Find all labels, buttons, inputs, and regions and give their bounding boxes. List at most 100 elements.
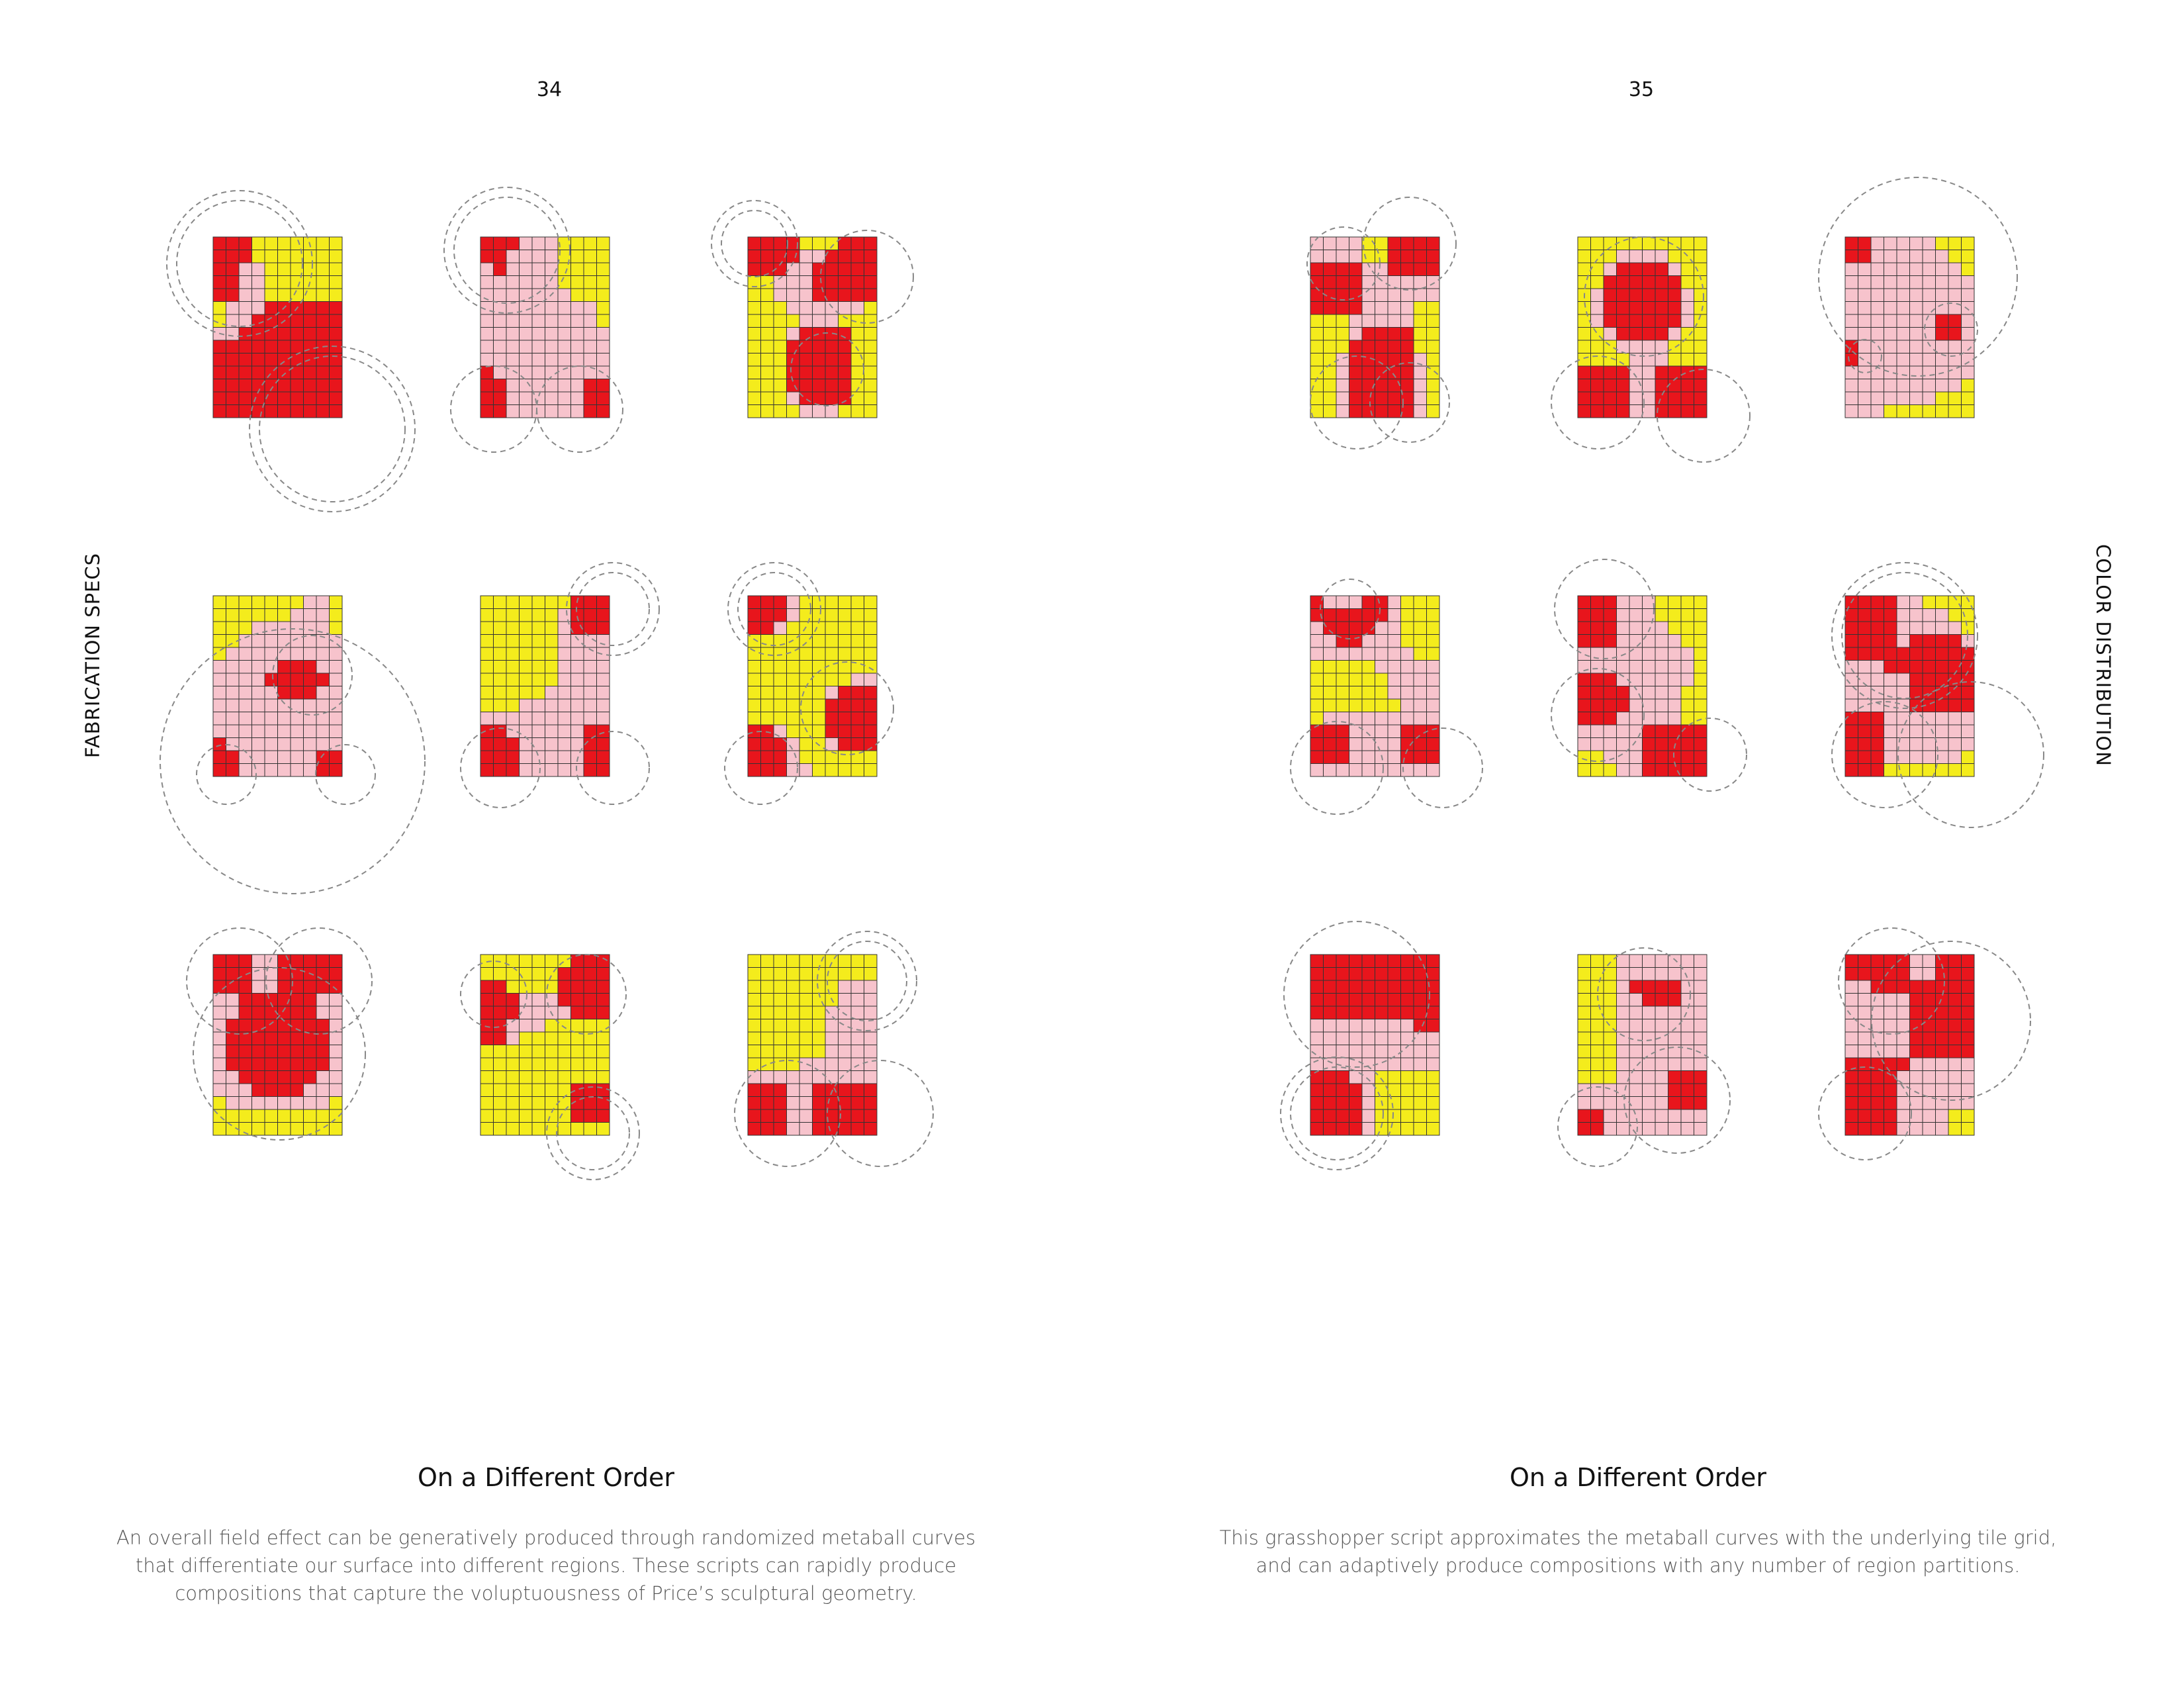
- metaball-curve: [196, 744, 257, 805]
- tile: [799, 647, 813, 661]
- tile: [545, 686, 559, 700]
- tile: [212, 595, 226, 609]
- tile: [1694, 1070, 1707, 1084]
- tile: [1323, 595, 1337, 609]
- tile: [1844, 1109, 1858, 1123]
- tile: [493, 288, 507, 302]
- tile: [1426, 353, 1440, 367]
- tile: [1310, 698, 1324, 712]
- tile: [825, 634, 839, 648]
- tile: [1680, 379, 1694, 393]
- tile: [1426, 608, 1440, 622]
- tile: [303, 391, 317, 405]
- tile: [1935, 647, 1949, 661]
- tile: [251, 1096, 265, 1110]
- tile: [1375, 340, 1388, 353]
- tile: [1935, 236, 1949, 250]
- tile: [583, 353, 597, 367]
- tile: [747, 1057, 761, 1071]
- tile: [850, 262, 864, 276]
- tile: [329, 353, 343, 367]
- tile: [531, 673, 545, 686]
- tile: [1387, 1096, 1401, 1110]
- tile: [1884, 365, 1897, 379]
- tile: [1844, 763, 1858, 777]
- tile: [1922, 1019, 1936, 1033]
- tile: [1310, 647, 1324, 661]
- tile: [329, 621, 343, 635]
- tile: [825, 967, 839, 981]
- metaball-curve: [315, 744, 376, 805]
- tile: [760, 967, 774, 981]
- tile: [786, 673, 800, 686]
- tile: [864, 595, 878, 609]
- tile: [1590, 621, 1604, 635]
- tile: [1844, 750, 1858, 764]
- tile: [1361, 340, 1375, 353]
- tile: [1884, 660, 1897, 674]
- tile: [570, 236, 584, 250]
- tile: [251, 1019, 265, 1033]
- tile: [303, 379, 317, 393]
- tile: [864, 750, 878, 764]
- tile: [570, 262, 584, 276]
- tile-grid-diagram: [711, 200, 914, 418]
- tile: [812, 724, 826, 738]
- tile: [480, 379, 494, 393]
- tile: [1884, 327, 1897, 341]
- tile: [1310, 673, 1324, 686]
- tile: [531, 1019, 545, 1033]
- tile: [1668, 391, 1682, 405]
- tile: [596, 1096, 610, 1110]
- tile: [1844, 634, 1858, 648]
- tile: [747, 967, 761, 981]
- tile: [838, 993, 852, 1007]
- tile: [557, 353, 571, 367]
- tile: [1387, 660, 1401, 674]
- tile: [1616, 660, 1630, 674]
- tile: [264, 698, 278, 712]
- tile: [1387, 712, 1401, 726]
- tile: [1603, 634, 1617, 648]
- tile: [1629, 1057, 1643, 1071]
- tile: [1909, 301, 1923, 315]
- tile: [1590, 340, 1604, 353]
- tile: [596, 1019, 610, 1033]
- tile: [226, 608, 240, 622]
- metaball-curve: [546, 1086, 640, 1180]
- tile: [1935, 288, 1949, 302]
- tile: [1870, 763, 1884, 777]
- tile: [1603, 608, 1617, 622]
- tile: [1336, 379, 1349, 393]
- tile: [570, 250, 584, 263]
- tile: [1413, 365, 1427, 379]
- tile: [1922, 595, 1936, 609]
- tile: [583, 967, 597, 981]
- caption-line: This grasshopper script approximates the…: [1219, 1526, 2057, 1549]
- tile: [1361, 763, 1375, 777]
- tile: [519, 250, 533, 263]
- tile: [238, 1109, 252, 1123]
- tile: [747, 1045, 761, 1058]
- tile: [1668, 608, 1682, 622]
- tile: [1577, 1122, 1591, 1136]
- tile: [1387, 608, 1401, 622]
- tile: [583, 686, 597, 700]
- tile: [1413, 250, 1427, 263]
- tile: [557, 365, 571, 379]
- metaball-curve: [721, 210, 788, 277]
- tile: [812, 275, 826, 289]
- tile: [1655, 1122, 1668, 1136]
- side-label-color-distribution: COLOR DISTRIBUTION: [2092, 543, 2115, 767]
- metaball-curve: [249, 346, 416, 512]
- tile: [480, 634, 494, 648]
- tile: [1655, 686, 1668, 700]
- tile: [1655, 993, 1668, 1007]
- tile: [290, 379, 304, 393]
- tile: [493, 698, 507, 712]
- tile: [303, 698, 317, 712]
- tile: [1310, 314, 1324, 328]
- tile: [850, 980, 864, 994]
- tile: [226, 993, 240, 1007]
- tile: [1375, 954, 1388, 968]
